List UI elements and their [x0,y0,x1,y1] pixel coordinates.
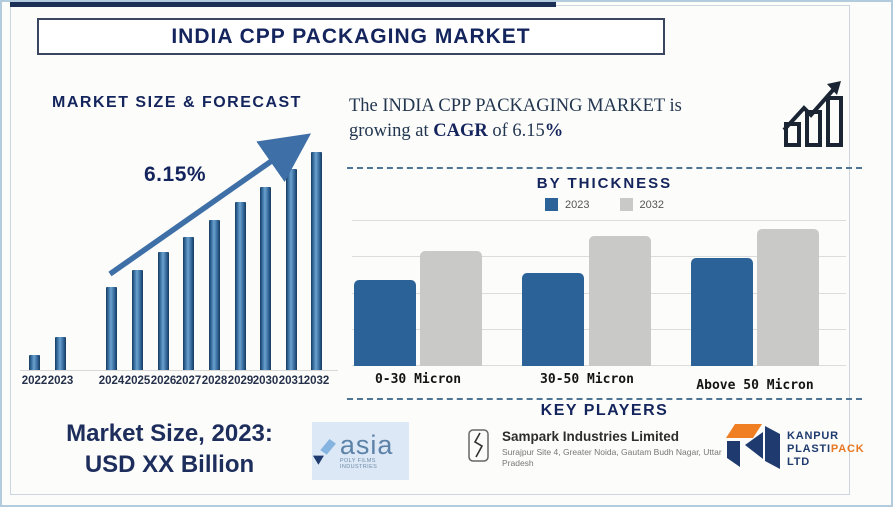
legend-swatch-2032 [619,198,633,211]
market-size-line1: Market Size, 2023: [66,420,273,447]
keyplayers-heading: KEY PLAYERS [540,402,669,419]
trend-arrow-icon [108,133,312,277]
kanpur-logo-text: KANPUR PLASTIPACK LTD [787,430,864,469]
thickness-bar-2032-Above 50 Micron [757,229,819,366]
divider-dashed-top [347,167,862,169]
cagr-statement-pct: % [544,121,564,141]
divider-dashed-bottom [347,398,862,400]
forecast-bar-2024 [106,287,117,370]
forecast-bar-2027 [183,237,194,370]
cagr-statement-mid: of 6.15 [487,121,545,141]
kanpur-line2-orange: PACK [830,443,865,455]
forecast-bar-2029 [235,202,246,370]
kanpur-line1: KANPUR [787,430,839,442]
kanpur-logo-icon [726,424,780,469]
asia-logo-subtitle: POLY FILMS INDUSTRIES [339,457,378,470]
kanpur-line3: LTD [787,456,810,468]
thickness-bar-2023-Above 50 Micron [691,258,753,366]
forecast-year-label: 2024 [98,375,125,387]
legend-item-2023: 2023 [545,198,590,211]
forecast-bars [22,152,334,370]
sampark-logo-icon [468,429,489,462]
thickness-bar-2023-0-30 Micron [354,280,416,366]
thickness-category-label: Above 50 Micron [696,378,814,393]
thickness-plot [352,220,846,366]
forecast-bar-2028 [209,220,220,370]
forecast-bar-2026 [158,252,169,370]
cagr-statement-line2-pre: growing at [349,121,434,141]
forecast-year-label: 2023 [47,375,74,387]
forecast-bar-2022 [29,355,40,370]
asia-logo-name: asia [339,429,394,460]
forecast-bar-2023 [55,337,66,370]
forecast-heading: MARKET SIZE & FORECAST [52,94,302,111]
thickness-bar-2023-30-50 Micron [522,273,584,366]
forecast-year-label: 2025 [124,375,151,387]
legend-item-2032: 2032 [619,198,664,211]
market-size-line2: USD XX Billion [84,451,255,478]
forecast-year-labels: 2022 2023 2024 2025 2026 2027 2028 2029 2030 2031… [22,375,352,391]
page-title: INDIA CPP PACKAGING MARKET [171,24,531,48]
forecast-year-label: 2031 [278,375,305,387]
thickness-gridline [352,220,846,221]
thickness-category-label: 30-50 Micron [540,372,634,387]
cagr-statement: The INDIA CPP PACKAGING MARKET is growin… [349,94,779,144]
logo-asia-poly-films: asia POLY FILMS INDUSTRIES [312,422,409,480]
forecast-bar-2032 [311,152,322,370]
thickness-category-label: 0-30 Micron [374,372,462,387]
forecast-year-label: 2032 [303,375,330,387]
thickness-legend: 2023 2032 [347,198,862,211]
kanpur-line2-navy: PLASTI [787,443,831,455]
thickness-category-labels: 0-30 Micron 30-50 Micron Above 50 Micron [352,369,846,395]
kanpur-line2: PLASTIPACK [787,443,864,456]
forecast-year-label: 2026 [150,375,177,387]
forecast-year-label: 2029 [227,375,254,387]
legend-label: 2032 [639,198,664,211]
cagr-statement-bold: CAGR [433,121,488,141]
top-accent-strip [10,2,556,7]
growth-chart-icon [782,81,843,147]
forecast-bar-2030 [260,187,271,370]
legend-label: 2023 [565,198,590,211]
cagr-statement-line1: The INDIA CPP PACKAGING MARKET is [349,96,682,116]
forecast-bar-2031 [286,169,297,370]
asia-logo-icon [312,439,336,465]
legend-swatch-2023 [545,198,559,211]
market-size-text: Market Size, 2023: USD XX Billion [27,418,312,480]
forecast-year-label: 2027 [175,375,202,387]
forecast-bar-2025 [132,270,143,370]
forecast-axis-line [20,370,338,371]
sampark-address: Surajpur Site 4, Greater Noida, Gautam B… [502,447,722,468]
sampark-name: Sampark Industries Limited [502,429,680,444]
forecast-year-label: 2030 [252,375,279,387]
forecast-cagr-label: 6.15% [144,163,207,186]
thickness-heading: BY THICKNESS [536,175,673,192]
forecast-year-label: 2028 [201,375,228,387]
forecast-year-label: 2022 [21,375,48,387]
thickness-bar-2032-30-50 Micron [589,236,651,366]
title-box: INDIA CPP PACKAGING MARKET [37,18,665,55]
thickness-bar-2032-0-30 Micron [420,251,482,366]
